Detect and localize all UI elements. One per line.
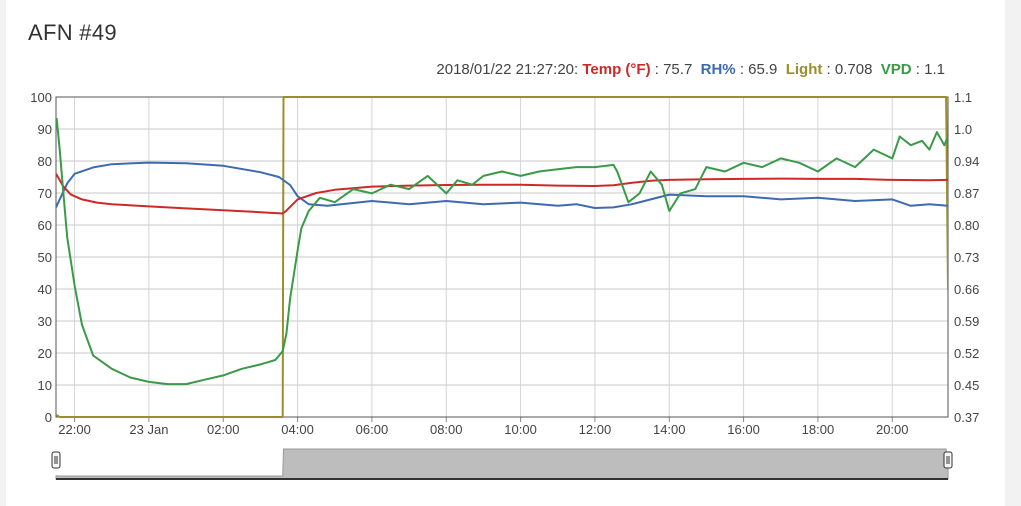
series-line-light [56, 96, 948, 418]
y-right-tick-label: 1.0 [954, 122, 972, 137]
y-right-tick-label: 0.80 [954, 218, 979, 233]
x-tick-label: 22:00 [58, 422, 91, 437]
x-tick-label: 14:00 [653, 422, 686, 437]
y-right-tick-label: 0.37 [954, 410, 979, 425]
legend-value-vpd: 1.1 [924, 61, 945, 78]
y-left-tick-label: 40 [38, 282, 52, 297]
y-right-tick-label: 0.52 [954, 346, 979, 361]
chart-card [6, 0, 1005, 506]
legend-value-light: 0.708 [834, 61, 873, 78]
legend-item-rh[interactable]: RH% : 65.9 [700, 61, 778, 78]
series-line-temp-f [56, 173, 948, 215]
y-right-tick-label: 0.87 [954, 186, 979, 201]
y-left-tick-label: 20 [38, 346, 52, 361]
legend-item-temp[interactable]: Temp (°F) : 75.7 [582, 61, 693, 78]
x-tick-label: 02:00 [207, 422, 240, 437]
handle-grip [943, 451, 953, 469]
y-left-tick-label: 50 [38, 250, 52, 265]
y-right-tick-label: 0.45 [954, 378, 979, 393]
legend-label-light: Light [785, 61, 823, 78]
series-line-rh [56, 161, 948, 209]
y-left-tick-label: 70 [38, 186, 52, 201]
legend-label-temp: Temp (°F) [582, 61, 651, 78]
legend: 2018/01/22 21:27:20: Temp (°F) : 75.7 RH… [436, 61, 945, 78]
y-left-tick-label: 80 [38, 154, 52, 169]
navigator-series-area [55, 448, 949, 480]
legend-label-vpd: VPD [880, 61, 912, 78]
x-tick-label: 06:00 [356, 422, 389, 437]
y-left-tick-label: 10 [38, 378, 52, 393]
legend-timestamp: 2018/01/22 21:27:20: [436, 61, 579, 78]
y-left-tick-label: 60 [38, 218, 52, 233]
x-tick-label: 12:00 [579, 422, 612, 437]
legend-item-vpd[interactable]: VPD : 1.1 [880, 61, 945, 78]
y-left-tick-label: 90 [38, 122, 52, 137]
y-right-tick-label: 0.73 [954, 250, 979, 265]
handle-grip [51, 451, 61, 469]
x-tick-label: 18:00 [802, 422, 835, 437]
x-tick-label: 23 Jan [129, 422, 168, 437]
x-tick-label: 04:00 [281, 422, 314, 437]
chart-title: AFN #49 [28, 20, 117, 45]
y-right-tick-label: 0.66 [954, 282, 979, 297]
y-left-tick-label: 30 [38, 314, 52, 329]
y-left-tick-label: 0 [45, 410, 52, 425]
y-right-tick-label: 0.94 [954, 154, 979, 169]
x-tick-label: 20:00 [876, 422, 909, 437]
x-tick-label: 16:00 [727, 422, 760, 437]
x-tick-label: 08:00 [430, 422, 463, 437]
legend-value-temp: 75.7 [663, 61, 693, 78]
navigator-right-handle[interactable] [943, 451, 953, 469]
legend-value-rh: 65.9 [748, 61, 778, 78]
legend-label-rh: RH% [700, 61, 736, 78]
y-right-tick-label: 1.1 [954, 90, 972, 105]
legend-item-light[interactable]: Light : 0.708 [785, 61, 873, 78]
navigator-left-handle[interactable] [51, 451, 61, 469]
y-right-tick-label: 0.59 [954, 314, 979, 329]
x-tick-label: 10:00 [504, 422, 537, 437]
y-left-tick-label: 100 [30, 90, 52, 105]
series-line-vpd [56, 117, 948, 386]
